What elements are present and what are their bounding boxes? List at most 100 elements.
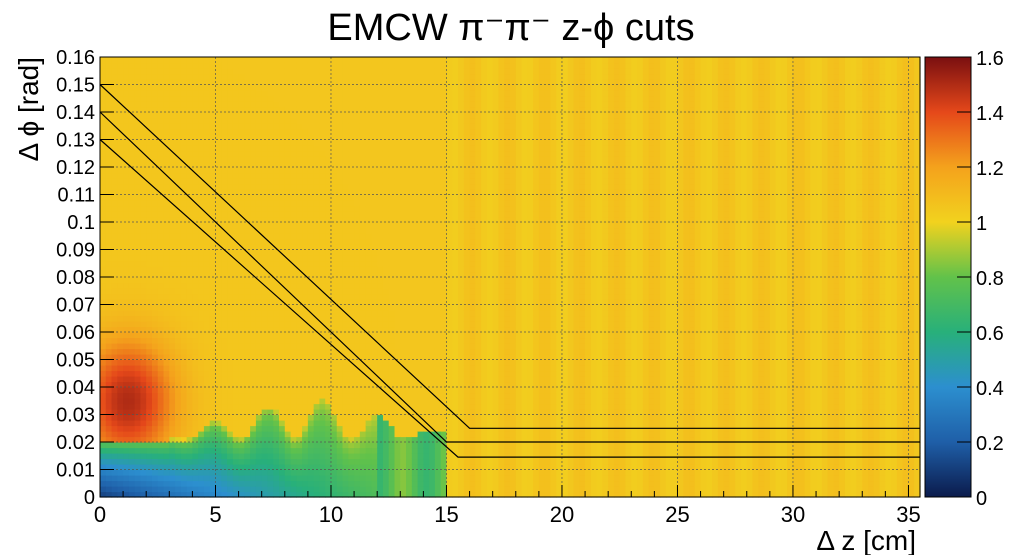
heatmap-cell xyxy=(400,392,407,399)
heatmap-cell xyxy=(423,491,430,498)
heatmap-cell xyxy=(446,321,453,328)
heatmap-cell xyxy=(134,194,142,201)
heatmap-cell xyxy=(111,293,118,300)
heatmap-cell xyxy=(330,238,338,245)
heatmap-cell xyxy=(365,249,372,256)
heatmap-cell xyxy=(354,90,361,97)
heatmap-cell xyxy=(198,194,205,201)
heatmap-cell xyxy=(105,431,113,438)
heatmap-cell xyxy=(203,62,211,69)
heatmap-cell xyxy=(146,447,153,454)
heatmap-cell xyxy=(157,112,165,119)
heatmap-cell xyxy=(359,183,367,190)
heatmap-cell xyxy=(157,227,165,234)
heatmap-cell xyxy=(342,112,349,119)
heatmap-cell xyxy=(100,128,107,135)
heatmap-cell xyxy=(319,293,326,300)
heatmap-cell xyxy=(180,183,188,190)
heatmap-cell xyxy=(123,233,130,240)
heatmap-cell xyxy=(232,469,240,476)
heatmap-cell xyxy=(134,112,142,119)
heatmap-cell xyxy=(140,183,147,190)
heatmap-cell xyxy=(151,376,159,383)
heatmap-cell xyxy=(261,222,269,229)
heatmap-cell xyxy=(163,480,170,487)
heatmap-cell xyxy=(232,420,240,427)
heatmap-cell xyxy=(302,128,309,135)
heatmap-cell xyxy=(128,79,136,86)
heatmap-cell xyxy=(446,277,453,284)
heatmap-cell xyxy=(203,321,211,328)
heatmap-cell xyxy=(192,123,199,130)
heatmap-cell xyxy=(111,475,118,482)
heatmap-cell xyxy=(330,486,338,493)
heatmap-cell xyxy=(359,128,367,135)
heatmap-cell xyxy=(377,447,384,454)
heatmap-cell xyxy=(123,299,130,306)
heatmap-cell xyxy=(325,167,332,174)
heatmap-cell xyxy=(261,453,269,460)
heatmap-cell xyxy=(429,332,436,339)
heatmap-cell xyxy=(307,321,315,328)
heatmap-cell xyxy=(417,227,424,234)
heatmap-cell xyxy=(128,123,136,130)
heatmap-cell xyxy=(255,249,263,256)
heatmap-cell xyxy=(128,431,136,438)
heatmap-cell xyxy=(342,183,349,190)
heatmap-cell xyxy=(273,112,280,119)
heatmap-cell xyxy=(128,161,136,168)
heatmap-cell xyxy=(157,244,165,251)
heatmap-cell xyxy=(313,200,321,207)
heatmap-cell xyxy=(244,205,251,212)
heatmap-cell xyxy=(244,260,251,267)
heatmap-cell xyxy=(198,348,205,355)
heatmap-cell xyxy=(215,486,222,493)
heatmap-cell xyxy=(117,288,124,295)
heatmap-cell xyxy=(232,365,240,372)
heatmap-cell xyxy=(146,282,153,289)
heatmap-cell xyxy=(319,453,326,460)
heatmap-cell xyxy=(354,73,361,80)
heatmap-cell xyxy=(388,172,396,179)
heatmap-cell xyxy=(215,156,222,163)
heatmap-cell xyxy=(169,90,176,97)
heatmap-cell xyxy=(261,326,269,333)
heatmap-cell xyxy=(146,332,153,339)
heatmap-cell xyxy=(359,156,367,163)
heatmap-cell xyxy=(215,326,222,333)
heatmap-cell xyxy=(417,332,424,339)
heatmap-cell xyxy=(169,288,176,295)
heatmap-cell xyxy=(250,277,257,284)
heatmap-cell xyxy=(209,425,217,432)
heatmap-cell xyxy=(209,266,217,273)
heatmap-cell xyxy=(388,332,396,339)
heatmap-cell xyxy=(105,348,113,355)
heatmap-cell xyxy=(151,299,159,306)
heatmap-cell xyxy=(325,365,332,372)
heatmap-cell xyxy=(151,354,159,361)
heatmap-cell xyxy=(406,167,413,174)
heatmap-cell xyxy=(146,249,153,256)
heatmap-cell xyxy=(157,381,165,388)
heatmap-cell xyxy=(313,376,321,383)
heatmap-cell xyxy=(446,216,453,223)
heatmap-cell xyxy=(105,178,113,185)
heatmap-cell xyxy=(319,458,326,465)
heatmap-cell xyxy=(140,123,147,130)
heatmap-cell xyxy=(238,167,245,174)
heatmap-cell xyxy=(354,271,361,278)
heatmap-cell xyxy=(296,200,303,207)
heatmap-cell xyxy=(377,145,384,152)
heatmap-cell xyxy=(342,387,349,394)
heatmap-cell xyxy=(192,464,199,471)
heatmap-cell xyxy=(238,354,245,361)
heatmap-cell xyxy=(128,293,136,300)
heatmap-cell xyxy=(411,167,419,174)
heatmap-cell xyxy=(302,288,309,295)
heatmap-cell xyxy=(140,238,147,245)
heatmap-cell xyxy=(377,211,384,218)
heatmap-cell xyxy=(175,134,182,141)
heatmap-cell xyxy=(209,354,217,361)
heatmap-cell xyxy=(382,211,390,218)
heatmap-cell xyxy=(151,227,159,234)
